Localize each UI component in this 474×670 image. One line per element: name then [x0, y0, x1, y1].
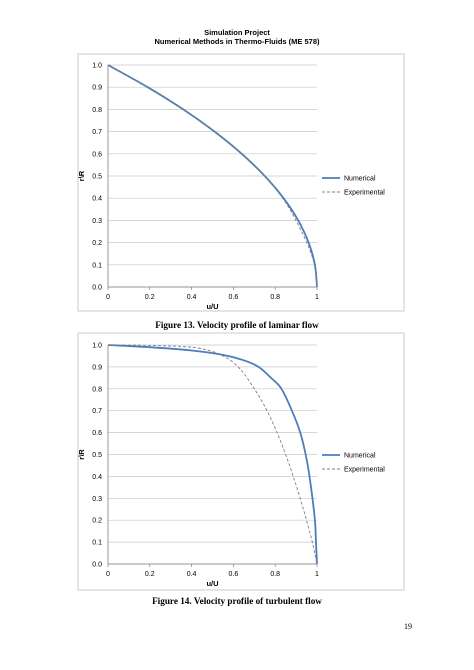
- y-tick-label: 0.6: [92, 151, 102, 158]
- y-tick-label: 0.5: [92, 174, 102, 181]
- y-tick-label: 0.8: [92, 107, 102, 114]
- y-tick-label: 0.6: [92, 430, 102, 437]
- y-tick-label: 0.2: [92, 518, 102, 525]
- x-axis-label: u/U: [206, 302, 218, 311]
- x-tick-label: 1: [315, 571, 319, 578]
- legend-label-experimental: Experimental: [344, 467, 385, 474]
- y-tick-label: 0.5: [92, 452, 102, 459]
- header-title: Simulation Project: [204, 28, 270, 37]
- y-tick-label: 0.7: [92, 408, 102, 415]
- x-axis-label: u/U: [206, 579, 218, 588]
- legend-label-experimental: Experimental: [344, 190, 385, 197]
- legend-label-numerical: Numerical: [344, 176, 376, 183]
- x-tick-label: 0.6: [229, 571, 239, 578]
- x-tick-label: 1: [315, 294, 319, 301]
- y-tick-label: 0.0: [92, 285, 102, 292]
- y-tick-label: 0.4: [92, 196, 102, 203]
- figure-13-caption: Figure 13. Velocity profile of laminar f…: [155, 320, 319, 330]
- x-tick-label: 0.2: [145, 571, 155, 578]
- x-tick-label: 0: [106, 571, 110, 578]
- y-tick-label: 1.0: [92, 343, 102, 350]
- y-axis-label: r\R: [77, 449, 86, 460]
- figure-14-caption: Figure 14. Velocity profile of turbulent…: [152, 596, 322, 606]
- series-experimental-line: [107, 344, 318, 565]
- header-subtitle: Numerical Methods in Thermo-Fluids (ME 5…: [154, 37, 320, 46]
- y-tick-label: 0.9: [92, 85, 102, 92]
- series-numerical-line: [107, 344, 318, 565]
- y-tick-label: 0.3: [92, 218, 102, 225]
- y-tick-label: 0.1: [92, 262, 102, 269]
- y-tick-label: 0.7: [92, 129, 102, 136]
- series-experimental-line: [107, 64, 318, 288]
- y-axis-label: r\R: [77, 170, 86, 181]
- y-tick-label: 0.9: [92, 364, 102, 371]
- y-tick-label: 0.4: [92, 474, 102, 481]
- y-tick-label: 0.2: [92, 240, 102, 247]
- x-tick-label: 0.2: [145, 294, 155, 301]
- chart-1: 0.0 0.1 0.2 0.3 0.4 0.5 0.6 0.7 0.8 0.9 1.0 0 0.2 0.4…: [77, 53, 405, 312]
- y-tick-label: 1.0: [92, 63, 102, 70]
- chart-frame: [77, 53, 405, 312]
- x-tick-label: 0.4: [187, 571, 197, 578]
- y-tick-label: 0.8: [92, 386, 102, 393]
- y-tick-label: 0.3: [92, 496, 102, 503]
- chart-frame: [77, 332, 405, 591]
- x-tick-label: 0.8: [270, 571, 280, 578]
- chart-2: 0.0 0.1 0.2 0.3 0.4 0.5 0.6 0.7 0.8 0.9 1.0 0 0.2 0.4…: [77, 332, 405, 591]
- x-tick-label: 0: [106, 294, 110, 301]
- x-tick-label: 0.6: [229, 294, 239, 301]
- y-tick-label: 0.0: [92, 562, 102, 569]
- x-tick-label: 0.4: [187, 294, 197, 301]
- y-tick-label: 0.1: [92, 540, 102, 547]
- legend-label-numerical: Numerical: [344, 453, 376, 460]
- page-number: 19: [404, 622, 412, 631]
- x-tick-label: 0.8: [270, 294, 280, 301]
